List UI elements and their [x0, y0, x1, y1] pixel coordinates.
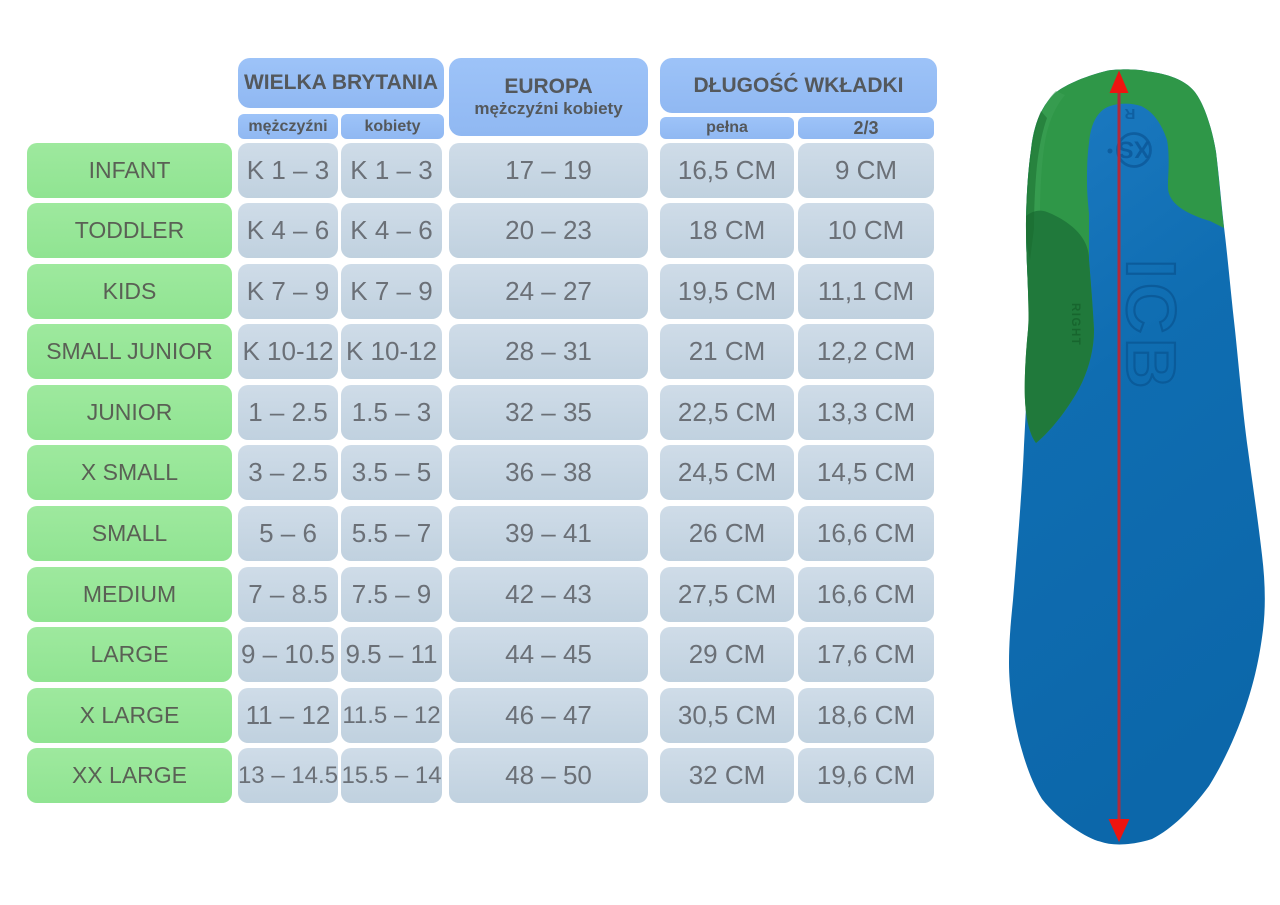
svg-text:XS: XS [1118, 136, 1150, 163]
svg-text:ICB: ICB [1112, 259, 1190, 393]
svg-text:R: R [1124, 105, 1135, 122]
svg-text:RIGHT: RIGHT [1069, 303, 1081, 346]
